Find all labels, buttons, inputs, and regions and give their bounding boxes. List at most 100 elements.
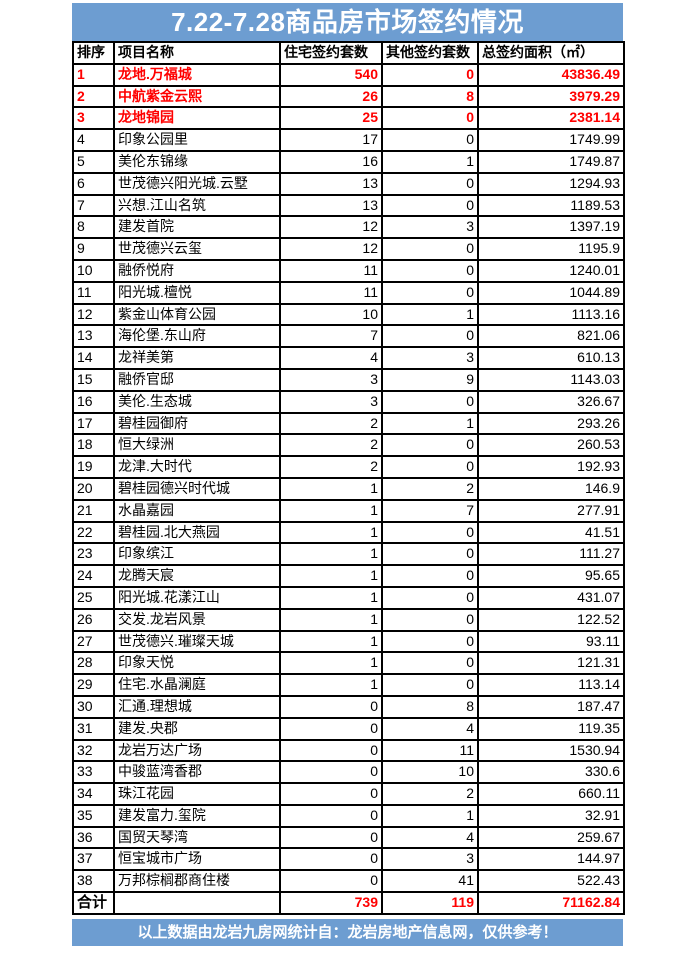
rank-cell: 25 <box>72 585 115 610</box>
residential-count-cell: 16 <box>279 149 383 174</box>
table-row: 16 美伦.生态城 3 0 326.67 <box>72 389 625 414</box>
other-count-cell: 1 <box>381 302 479 327</box>
rank-cell: 19 <box>72 455 115 479</box>
area-cell: 326.67 <box>477 389 625 414</box>
table-row: 19 龙津.大时代 2 0 192.93 <box>72 455 625 479</box>
residential-count-cell: 1 <box>279 651 383 676</box>
project-name-cell: 海伦堡.东山府 <box>113 324 281 349</box>
project-name-cell: 国贸天琴湾 <box>113 825 281 850</box>
other-count-cell: 0 <box>381 520 479 545</box>
project-name-cell: 水晶嘉园 <box>113 498 281 523</box>
other-count-cell: 0 <box>381 564 479 588</box>
area-cell: 522.43 <box>477 869 625 894</box>
project-name-cell: 美伦.生态城 <box>113 389 281 414</box>
table-row: 27 世茂德兴.璀璨天城 1 0 93.11 <box>72 629 625 654</box>
table-row: 24 龙腾天宸 1 0 95.65 <box>72 564 625 588</box>
other-count-cell: 0 <box>381 542 479 567</box>
area-cell: 260.53 <box>477 433 625 458</box>
area-cell: 431.07 <box>477 585 625 610</box>
rank-cell: 29 <box>72 673 115 697</box>
project-name-cell: 碧桂园御府 <box>113 411 281 436</box>
rank-cell: 34 <box>72 782 115 806</box>
residential-count-cell: 17 <box>279 128 383 152</box>
other-count-cell: 0 <box>381 651 479 676</box>
other-count-cell: 0 <box>381 62 479 87</box>
area-cell: 610.13 <box>477 346 625 370</box>
rank-cell: 28 <box>72 651 115 676</box>
rank-cell: 10 <box>72 258 115 283</box>
data-source-note: 以上数据由龙岩九房网统计自：龙岩房地产信息网，仅供参考！ <box>72 918 623 946</box>
table-row: 8 建发首院 12 3 1397.19 <box>72 215 625 240</box>
project-name-cell: 紫金山体育公园 <box>113 302 281 327</box>
other-count-cell: 2 <box>381 782 479 806</box>
residential-count-cell: 0 <box>279 738 383 763</box>
rank-cell: 26 <box>72 607 115 632</box>
residential-count-cell: 0 <box>279 694 383 719</box>
header-residential: 住宅签约套数 <box>279 41 383 65</box>
table-row: 9 世茂德兴云玺 12 0 1195.9 <box>72 237 625 261</box>
table-row: 18 恒大绿洲 2 0 260.53 <box>72 433 625 458</box>
residential-count-cell: 1 <box>279 564 383 588</box>
other-count-cell: 4 <box>381 716 479 741</box>
table-row: 6 世茂德兴阳光城.云墅 13 0 1294.93 <box>72 171 625 196</box>
residential-count-cell: 1 <box>279 585 383 610</box>
project-name-cell: 龙腾天宸 <box>113 564 281 588</box>
rank-cell: 22 <box>72 520 115 545</box>
area-cell: 187.47 <box>477 694 625 719</box>
table-row: 15 融侨官邸 3 9 1143.03 <box>72 367 625 392</box>
project-name-cell: 龙地锦园 <box>113 106 281 131</box>
total-area-cell: 71162.84 <box>477 891 625 915</box>
project-name-cell: 住宅.水晶澜庭 <box>113 673 281 697</box>
project-name-cell: 中航紫金云熙 <box>113 84 281 109</box>
residential-count-cell: 2 <box>279 411 383 436</box>
other-count-cell: 41 <box>381 869 479 894</box>
residential-count-cell: 26 <box>279 84 383 109</box>
other-count-cell: 1 <box>381 411 479 436</box>
other-count-cell: 1 <box>381 149 479 174</box>
area-cell: 122.52 <box>477 607 625 632</box>
area-cell: 3979.29 <box>477 84 625 109</box>
rank-cell: 8 <box>72 215 115 240</box>
rank-cell: 2 <box>72 84 115 109</box>
area-cell: 1044.89 <box>477 280 625 305</box>
table-row: 12 紫金山体育公园 10 1 1113.16 <box>72 302 625 327</box>
other-count-cell: 0 <box>381 433 479 458</box>
residential-count-cell: 0 <box>279 760 383 785</box>
area-cell: 1189.53 <box>477 193 625 218</box>
other-count-cell: 10 <box>381 760 479 785</box>
area-cell: 660.11 <box>477 782 625 806</box>
other-count-cell: 4 <box>381 825 479 850</box>
project-name-cell: 兴想.江山名筑 <box>113 193 281 218</box>
table-row: 28 印象天悦 1 0 121.31 <box>72 651 625 676</box>
project-name-cell: 龙津.大时代 <box>113 455 281 479</box>
project-name-cell: 建发.央郡 <box>113 716 281 741</box>
other-count-cell: 0 <box>381 324 479 349</box>
table-row: 38 万邦棕榈郡商住楼 0 41 522.43 <box>72 869 625 894</box>
rank-cell: 14 <box>72 346 115 370</box>
area-cell: 1749.99 <box>477 128 625 152</box>
residential-count-cell: 0 <box>279 782 383 806</box>
area-cell: 277.91 <box>477 498 625 523</box>
residential-count-cell: 2 <box>279 455 383 479</box>
project-name-cell: 世茂德兴.璀璨天城 <box>113 629 281 654</box>
residential-count-cell: 3 <box>279 367 383 392</box>
table-row: 34 珠江花园 0 2 660.11 <box>72 782 625 806</box>
residential-count-cell: 2 <box>279 433 383 458</box>
rank-cell: 15 <box>72 367 115 392</box>
table-row: 1 龙地.万福城 540 0 43836.49 <box>72 62 625 87</box>
table-row: 4 印象公园里 17 0 1749.99 <box>72 128 625 152</box>
area-cell: 2381.14 <box>477 106 625 131</box>
table-row: 21 水晶嘉园 1 7 277.91 <box>72 498 625 523</box>
residential-count-cell: 1 <box>279 498 383 523</box>
total-name-cell <box>113 891 281 915</box>
other-count-cell: 0 <box>381 193 479 218</box>
rank-cell: 37 <box>72 847 115 872</box>
total-other-cell: 119 <box>381 891 479 915</box>
residential-count-cell: 12 <box>279 215 383 240</box>
area-cell: 259.67 <box>477 825 625 850</box>
residential-count-cell: 1 <box>279 607 383 632</box>
project-name-cell: 碧桂园.北大燕园 <box>113 520 281 545</box>
rank-cell: 9 <box>72 237 115 261</box>
area-cell: 1530.94 <box>477 738 625 763</box>
other-count-cell: 0 <box>381 607 479 632</box>
